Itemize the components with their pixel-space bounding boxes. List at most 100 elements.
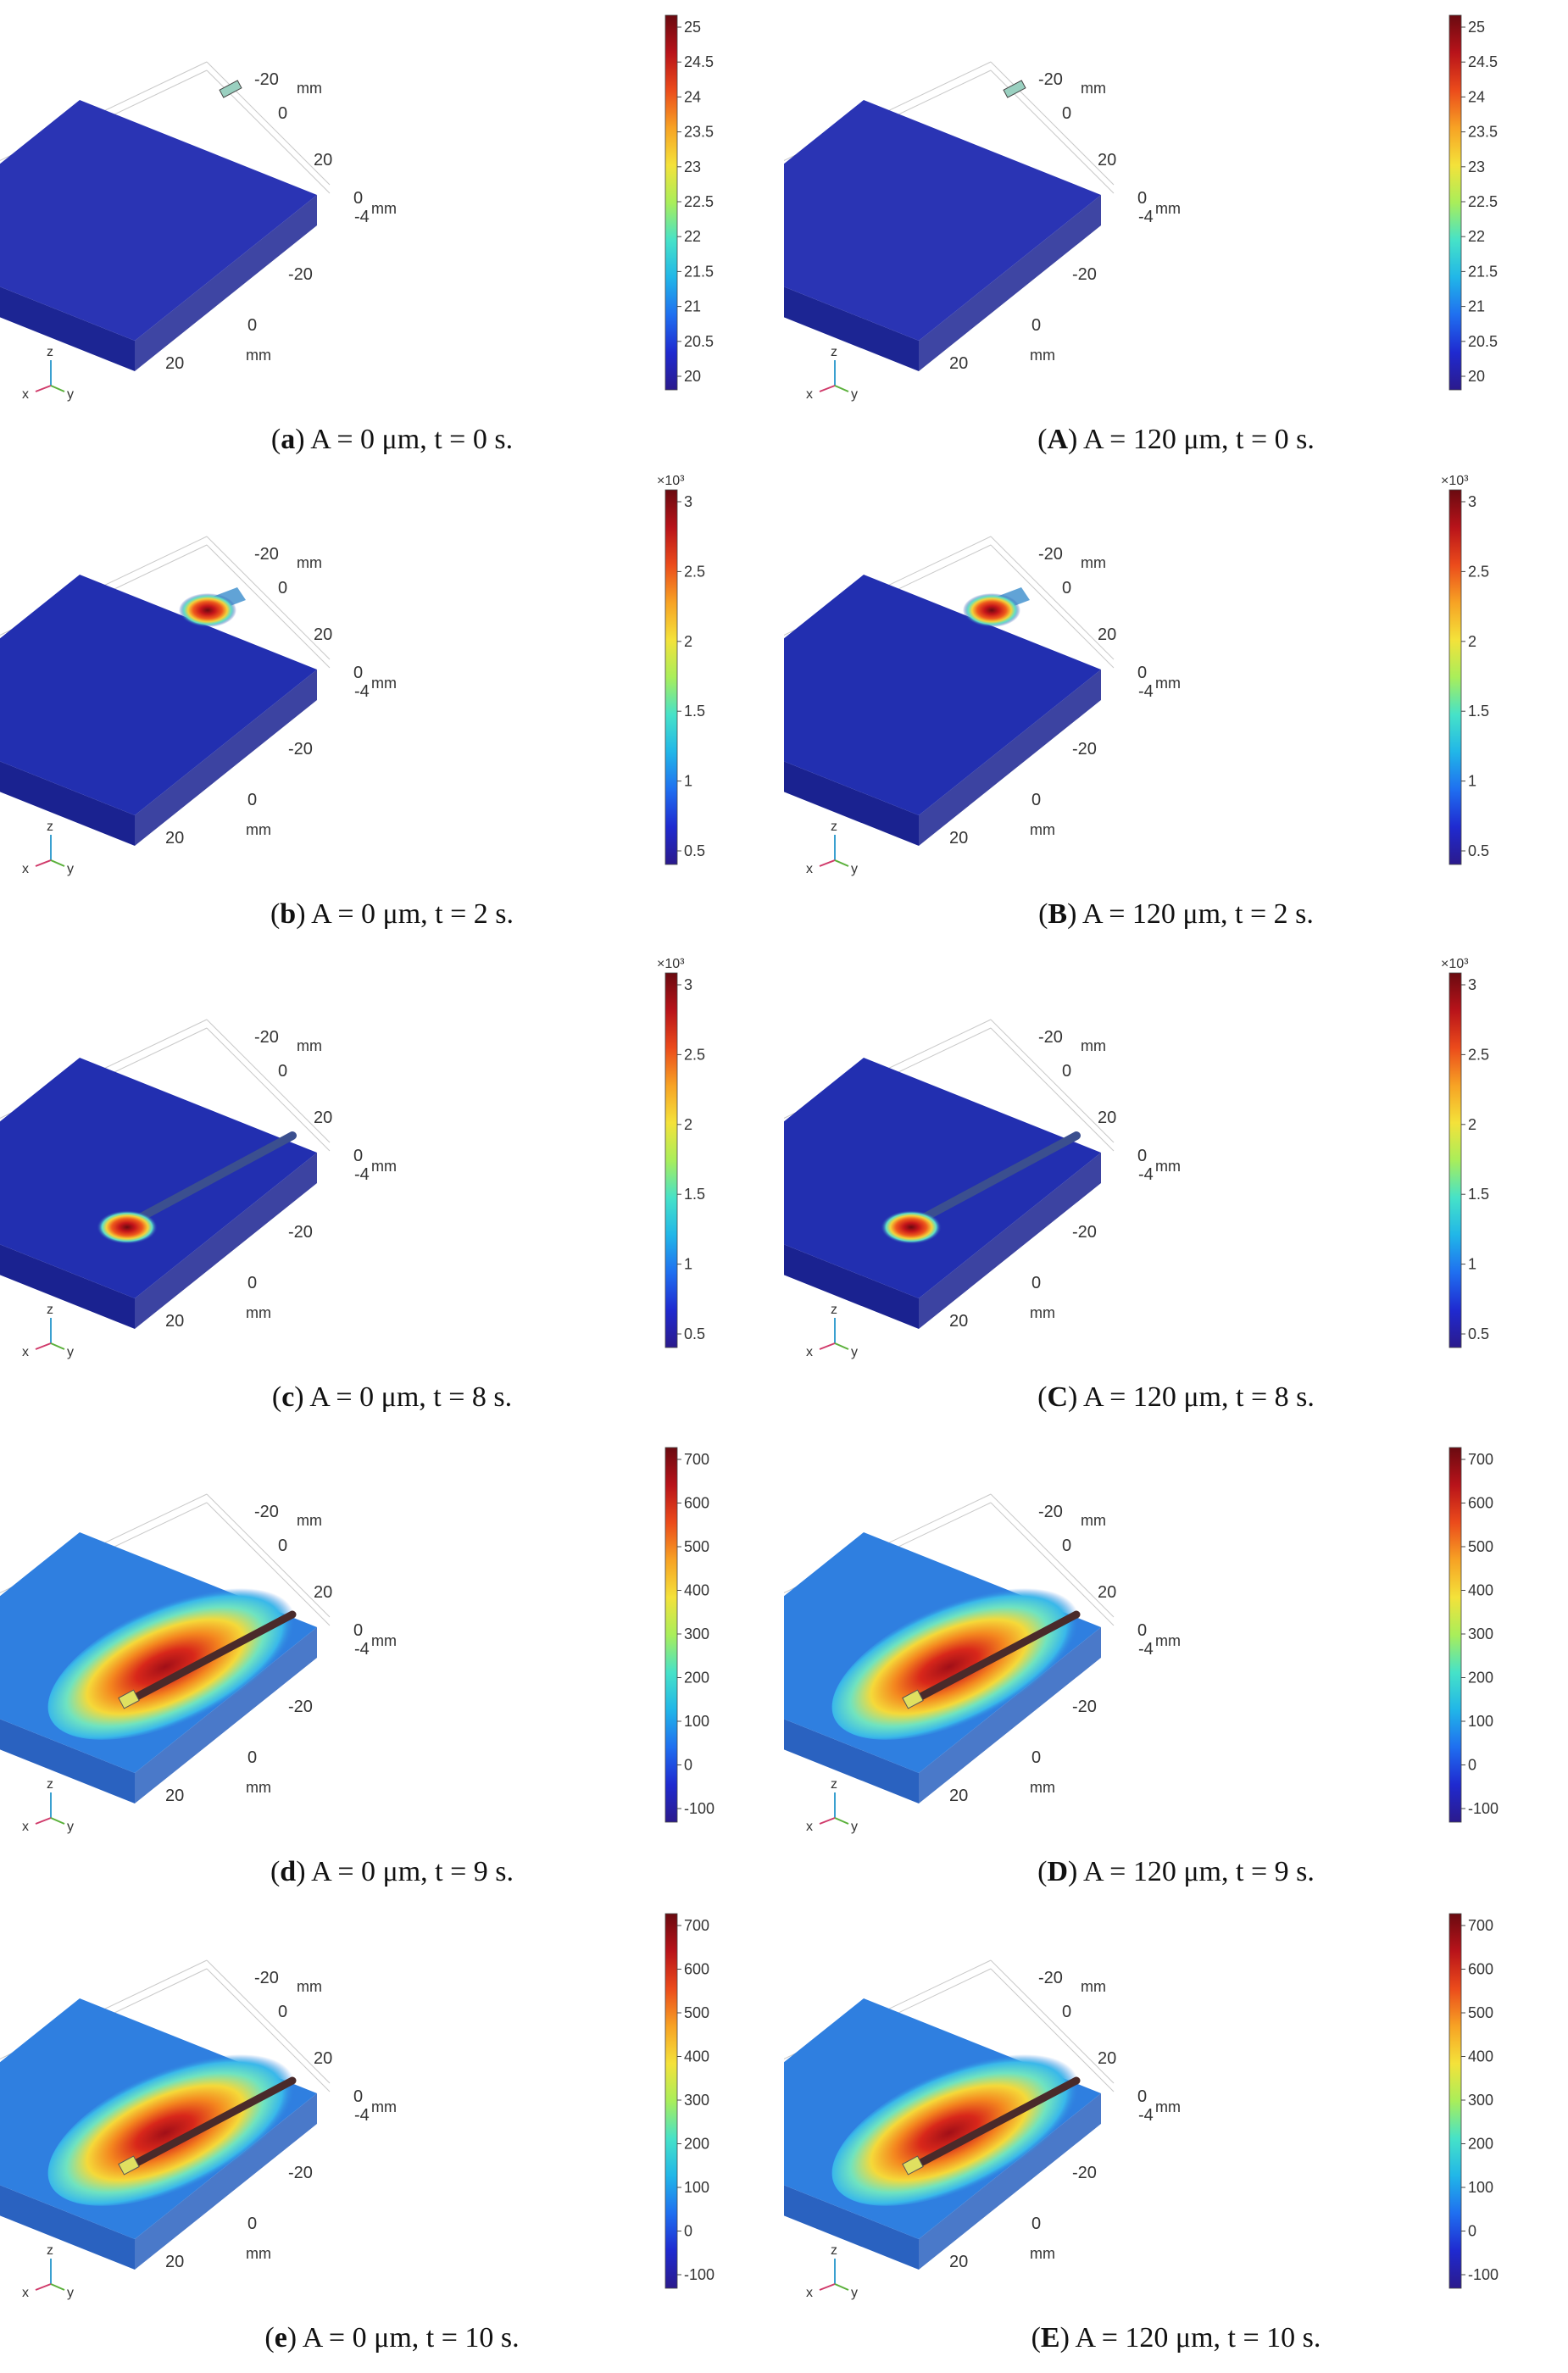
triad-x-label: x	[22, 387, 29, 402]
caption-e: (e) A = 0 μm, t = 10 s.	[0, 2322, 784, 2354]
colorbar-tick-label: 500	[1468, 1538, 1493, 1555]
caption-label: C	[1047, 1381, 1069, 1413]
colorbar-tick-label: 400	[1468, 2048, 1493, 2065]
plate-top	[784, 575, 1101, 815]
z-tick-label: 0	[1137, 664, 1147, 682]
colorbar-tick-label: 300	[1468, 1626, 1493, 1642]
colorbar-tick-label: 300	[684, 2092, 709, 2109]
colorbar-tick-label: 0	[1468, 1757, 1476, 1774]
panel-e: -20 0 20 mm 0 -4 mm -20 0 20 mm z x y 700 600 500 400 300 2…	[0, 1898, 784, 2373]
x-tick-label: 0	[278, 579, 287, 597]
colorbar-tick-label: 20	[1468, 368, 1485, 385]
panel-b: -20 0 20 mm 0 -4 mm -20 0 20 mm z x y ×10³ 3 2.5 2 1.5 1 0.5…	[0, 475, 784, 949]
z-tick-label: 0	[1137, 1147, 1147, 1165]
triad-y-label: y	[67, 862, 74, 876]
caption-paren: )	[1068, 424, 1083, 455]
colorbar-tick-label: 0.5	[1468, 1325, 1489, 1342]
x-axis-unit: mm	[1081, 80, 1106, 97]
triad-z-label: z	[831, 345, 837, 359]
caption-paren: (	[1037, 1856, 1048, 1887]
x-tick-label: 0	[1062, 104, 1071, 123]
colorbar-tick-label: 20.5	[684, 333, 714, 350]
colorbar-tick-label: 22	[1468, 228, 1485, 245]
colorbar-tick-label: 200	[684, 2136, 709, 2153]
triad-z-label: z	[47, 1303, 53, 1317]
colorbar-tick-label: 1	[684, 1256, 692, 1273]
colorbar-tick-label: 1.5	[1468, 703, 1489, 720]
caption-paren: (	[264, 2322, 275, 2354]
colorbar-tick-label: 100	[684, 2179, 709, 2196]
caption-paren: (	[1031, 2322, 1041, 2354]
x-axis-unit: mm	[1081, 1512, 1106, 1529]
triad-x-label: x	[806, 387, 813, 402]
z-tick-label: -4	[1138, 1165, 1154, 1184]
colorbar-tick-label: 3	[1468, 493, 1476, 510]
plate-side-front	[784, 286, 919, 371]
colorbar-tick-label: 24.5	[684, 53, 714, 70]
colorbar-tick-label: 22.5	[1468, 193, 1498, 210]
plate-side-right	[919, 1153, 1101, 1329]
caption-D: (D) A = 120 μm, t = 9 s.	[784, 1856, 1568, 1888]
triad-y-label: y	[851, 1345, 858, 1359]
y-tick-label: 20	[165, 1312, 184, 1331]
caption-paren: )	[1068, 1381, 1083, 1413]
panel-C: -20 0 20 mm 0 -4 mm -20 0 20 mm z x y ×10³ 3 2.5 2 1.5 1 0.5…	[784, 958, 1568, 1432]
z-tick-label: 0	[353, 189, 363, 208]
y-axis-unit: mm	[246, 1304, 271, 1321]
z-tick-label: 0	[353, 1621, 363, 1640]
panel-d: -20 0 20 mm 0 -4 mm -20 0 20 mm z x y 700 600 500 400 300 2…	[0, 1432, 784, 1907]
x-tick-label: 20	[314, 625, 332, 644]
z-axis-unit: mm	[371, 675, 397, 692]
y-tick-label: 20	[949, 2253, 968, 2271]
triad-x-label: x	[806, 2286, 813, 2300]
colorbar-tick-label: 0	[684, 2223, 692, 2240]
colorbar-tick-label: 21	[1468, 298, 1485, 315]
colorbar-tick-label: 20.5	[1468, 333, 1498, 350]
x-tick-label: 20	[314, 1109, 332, 1127]
colorbar-tick-label: 0.5	[1468, 842, 1489, 859]
z-tick-label: -4	[1138, 208, 1154, 226]
triad-y-label: y	[67, 1820, 74, 1834]
caption-label: A	[1047, 424, 1069, 455]
z-tick-label: 0	[353, 2087, 363, 2106]
caption-text: A = 120 μm, t = 9 s.	[1082, 1856, 1315, 1887]
colorbar	[664, 14, 678, 391]
plate-side-right	[135, 1153, 317, 1329]
x-tick-label: -20	[254, 1503, 279, 1521]
triad-x-label: x	[806, 1820, 813, 1834]
triad-z-label: z	[47, 345, 53, 359]
panel-B: -20 0 20 mm 0 -4 mm -20 0 20 mm z x y ×10³ 3 2.5 2 1.5 1 0.5…	[784, 475, 1568, 949]
z-axis-unit: mm	[371, 1632, 397, 1649]
colorbar-tick-label: 500	[684, 1538, 709, 1555]
colorbar-tick-label: 700	[1468, 1451, 1493, 1468]
z-tick-label: -4	[354, 1165, 370, 1184]
x-axis-unit: mm	[297, 554, 322, 571]
colorbar-tick-label: 1	[1468, 1256, 1476, 1273]
caption-text: A = 120 μm, t = 2 s.	[1082, 898, 1314, 930]
colorbar-tick-label: 600	[684, 1961, 709, 1978]
y-tick-label: 0	[247, 1748, 257, 1767]
axis-triad-icon: z x y	[22, 2243, 74, 2300]
heat-zone	[831, 1582, 1093, 1740]
x-axis-unit: mm	[297, 80, 322, 97]
triad-y-label: y	[67, 387, 74, 402]
colorbar-tick-label: 21.5	[1468, 263, 1498, 280]
x-tick-label: -20	[254, 1028, 279, 1047]
caption-paren: )	[296, 898, 312, 930]
deposited-track	[123, 2076, 297, 2172]
z-tick-label: 0	[1137, 2087, 1147, 2106]
x-tick-label: -20	[254, 545, 279, 564]
colorbar-tick-label: 100	[1468, 2179, 1493, 2196]
axis-triad-icon: z x y	[22, 1777, 74, 1834]
colorbar-tick-label: 0	[684, 1757, 692, 1774]
z-tick-label: -4	[354, 2106, 370, 2125]
z-tick-label: -4	[1138, 1640, 1154, 1659]
caption-label: a	[281, 424, 296, 455]
plate-side-right	[919, 195, 1101, 371]
z-axis-unit: mm	[1155, 2098, 1181, 2115]
colorbar-tick-label: 600	[1468, 1961, 1493, 1978]
colorbar-tick-label: 0.5	[684, 1325, 705, 1342]
plate-side-right	[135, 670, 317, 846]
